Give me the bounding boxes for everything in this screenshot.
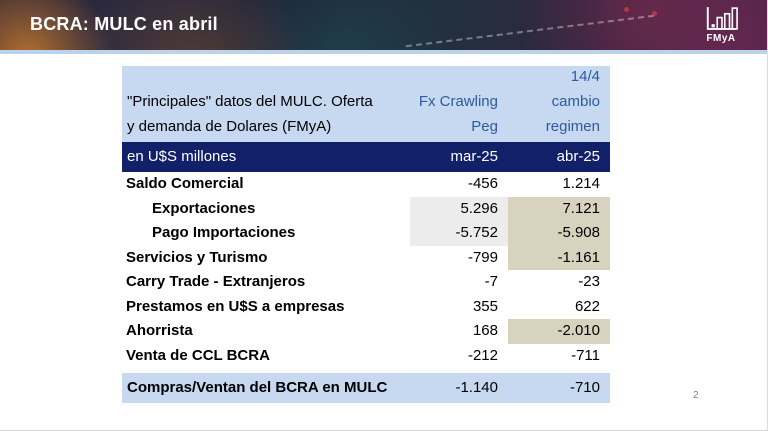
abr-value: -5.908	[508, 221, 610, 246]
total-label: Compras/Ventan del BCRA en MULC	[127, 379, 388, 396]
mar-value: -5.752	[410, 221, 508, 246]
mar-value: -456	[467, 175, 498, 192]
row-label: Carry Trade - Extranjeros	[126, 273, 306, 290]
bar-chart-logo-icon	[706, 7, 738, 30]
red-dot-decoration	[652, 11, 657, 16]
abr-value: 7.121	[508, 196, 610, 221]
slide-header: BCRA: MULC en abril FMyA	[0, 0, 767, 50]
table-header-row: "Principales" datos del MULC. Oferta y d…	[122, 66, 610, 142]
red-dot-decoration	[624, 7, 629, 12]
mulc-table: "Principales" datos del MULC. Oferta y d…	[122, 66, 610, 403]
fmya-logo: FMyA	[701, 5, 741, 44]
accent-strip	[0, 50, 767, 54]
total-row: Compras/Ventan del BCRA en MULC -1.140 -…	[122, 373, 610, 403]
table-header-mar-regime: Fx Crawling Peg	[418, 93, 498, 135]
table-row: Pago Importaciones -5.752 -5.908	[122, 221, 610, 246]
mar-value: 168	[472, 322, 498, 339]
mar-value: -799	[467, 248, 498, 266]
mar-value: -212	[467, 346, 498, 364]
logo-text: FMyA	[706, 33, 736, 44]
unit-label: en U$S millones	[127, 148, 237, 165]
row-label: Pago Importaciones	[152, 224, 296, 241]
table-row: Ahorrista 168 -2.010	[122, 319, 610, 344]
table-row: Prestamos en U$S a empresas 355 622	[122, 295, 610, 320]
abr-value: -1.161	[508, 245, 610, 270]
page-number: 2	[693, 390, 699, 401]
page-title: BCRA: MULC en abril	[30, 14, 218, 34]
total-abr-value: -710	[569, 379, 600, 396]
row-label: Ahorrista	[126, 322, 193, 339]
row-label: Prestamos en U$S a empresas	[126, 297, 345, 315]
unit-header-row: en U$S millones mar-25 abr-25	[122, 142, 610, 172]
table-row: Servicios y Turismo -799 -1.161	[122, 245, 610, 270]
abr-value: 622	[574, 297, 600, 315]
column-header-abr-25: abr-25	[556, 148, 600, 165]
row-spacer	[122, 368, 610, 373]
mar-value: 5.296	[410, 196, 508, 221]
table-header-abr-regime: 14/4 cambio regimen	[545, 68, 600, 135]
row-label: Venta de CCL BCRA	[126, 346, 270, 364]
abr-value: -2.010	[508, 319, 610, 344]
table-row: Saldo Comercial -456 1.214	[122, 172, 610, 197]
table-row: Venta de CCL BCRA -212 -711	[122, 344, 610, 369]
row-label: Saldo Comercial	[126, 175, 244, 192]
abr-value: -23	[578, 273, 600, 290]
abr-value: 1.214	[562, 175, 600, 192]
total-mar-value: -1.140	[455, 379, 498, 396]
mar-value: -7	[484, 273, 498, 290]
row-label: Exportaciones	[152, 199, 256, 217]
row-label: Servicios y Turismo	[126, 248, 268, 266]
table-row: Carry Trade - Extranjeros -7 -23	[122, 270, 610, 295]
column-header-mar-25: mar-25	[450, 148, 498, 165]
trendline-decoration-icon	[405, 14, 655, 48]
table-header-description: "Principales" datos del MULC. Oferta y d…	[127, 93, 373, 135]
mar-value: 355	[472, 297, 498, 315]
table-row: Exportaciones 5.296 7.121	[122, 196, 610, 221]
abr-value: -711	[571, 346, 600, 364]
